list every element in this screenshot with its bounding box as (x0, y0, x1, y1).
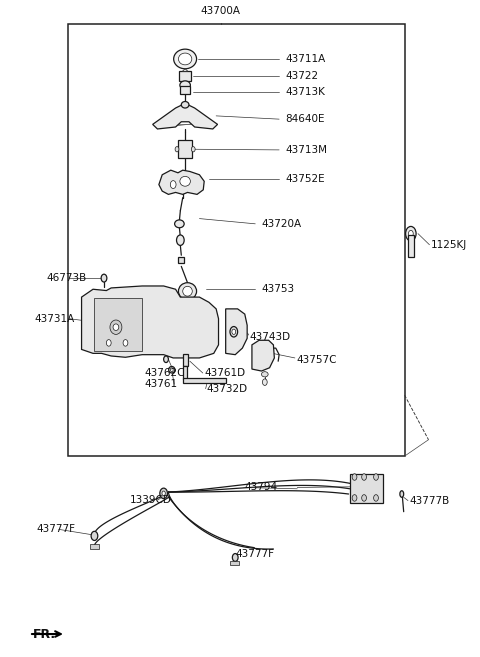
Polygon shape (82, 286, 218, 358)
Ellipse shape (232, 554, 238, 561)
Text: 43761D: 43761D (204, 368, 245, 378)
Bar (179, 72, 192, 81)
Bar (90, 544, 99, 549)
Text: 43713K: 43713K (285, 87, 325, 97)
Text: 43700A: 43700A (201, 6, 241, 16)
Text: 43753: 43753 (262, 284, 295, 294)
Ellipse shape (91, 532, 98, 541)
Ellipse shape (352, 495, 357, 501)
Ellipse shape (232, 329, 236, 334)
Text: 1125KJ: 1125KJ (431, 240, 467, 250)
Text: 43732D: 43732D (206, 384, 248, 394)
Bar (350, 474, 383, 503)
Polygon shape (159, 170, 204, 194)
Bar (179, 256, 184, 263)
Ellipse shape (230, 327, 238, 337)
Bar (180, 87, 190, 95)
Bar (179, 140, 192, 158)
Ellipse shape (362, 495, 366, 501)
Bar (183, 354, 188, 366)
Bar (408, 235, 414, 256)
Text: 43777F: 43777F (36, 524, 75, 534)
Text: 43777B: 43777B (409, 495, 450, 505)
Ellipse shape (175, 220, 184, 228)
Bar (183, 378, 226, 384)
Ellipse shape (170, 181, 176, 189)
Ellipse shape (192, 147, 195, 152)
Text: 43777F: 43777F (235, 549, 274, 559)
Ellipse shape (183, 286, 192, 296)
Ellipse shape (180, 81, 191, 89)
Ellipse shape (406, 227, 416, 241)
Text: 43794: 43794 (245, 482, 278, 493)
Polygon shape (182, 69, 188, 72)
Ellipse shape (107, 340, 111, 346)
Ellipse shape (123, 340, 128, 346)
Text: 43743D: 43743D (250, 332, 291, 342)
Ellipse shape (101, 274, 107, 282)
Ellipse shape (373, 495, 378, 501)
Text: 43711A: 43711A (285, 54, 325, 64)
Text: 43720A: 43720A (262, 219, 301, 229)
Polygon shape (252, 340, 275, 371)
Ellipse shape (113, 324, 119, 330)
Bar (183, 366, 187, 379)
Ellipse shape (262, 372, 268, 377)
Ellipse shape (170, 368, 173, 372)
Ellipse shape (362, 474, 366, 480)
Bar (95, 298, 142, 351)
Ellipse shape (162, 491, 165, 495)
Ellipse shape (110, 320, 122, 334)
Ellipse shape (400, 491, 404, 497)
Text: 43731A: 43731A (35, 313, 75, 324)
Polygon shape (153, 104, 217, 129)
Text: 43762C: 43762C (144, 368, 185, 378)
Ellipse shape (174, 49, 197, 69)
Ellipse shape (179, 53, 192, 65)
Ellipse shape (179, 283, 197, 300)
Text: 84640E: 84640E (285, 114, 325, 124)
Ellipse shape (160, 488, 168, 499)
Text: 43713M: 43713M (285, 145, 327, 155)
Bar (230, 560, 239, 565)
Ellipse shape (177, 235, 184, 246)
Text: 1339CD: 1339CD (130, 495, 172, 505)
Ellipse shape (164, 356, 168, 363)
Text: 43761: 43761 (144, 379, 178, 389)
Ellipse shape (373, 474, 378, 480)
Ellipse shape (181, 101, 189, 108)
Text: 43752E: 43752E (285, 174, 325, 185)
Ellipse shape (180, 176, 191, 186)
Ellipse shape (168, 367, 175, 373)
Ellipse shape (175, 147, 179, 152)
Ellipse shape (263, 379, 267, 386)
Ellipse shape (352, 474, 357, 480)
Polygon shape (226, 309, 247, 355)
Text: 46773B: 46773B (47, 273, 87, 283)
Ellipse shape (408, 231, 413, 237)
Text: 43722: 43722 (285, 71, 318, 81)
Text: 43757C: 43757C (296, 355, 337, 365)
Text: FR.: FR. (33, 627, 56, 641)
Bar (68, 24, 405, 456)
